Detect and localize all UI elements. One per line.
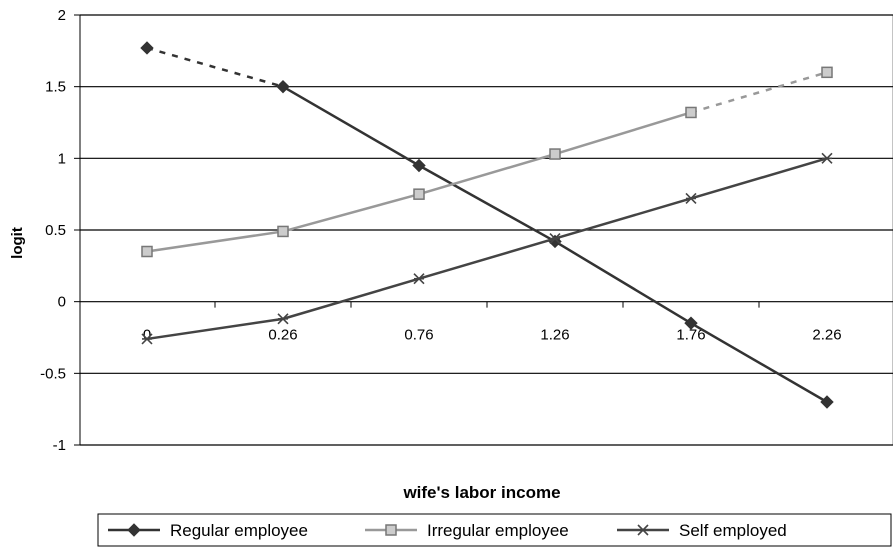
data-point [413,273,425,285]
x-tick-label: 0.76 [404,327,433,344]
series-segment [418,164,556,243]
legend-label: Irregular employee [427,521,569,540]
series-segment [282,85,420,167]
x-tick-label: 1.26 [540,327,569,344]
series-self-employed [141,152,833,345]
data-point [277,313,289,325]
data-point [821,152,833,164]
data-point [277,225,289,238]
series-segment [554,197,692,240]
x-tick-label: 0 [143,327,151,344]
data-point [549,233,561,245]
series-segment [146,230,284,253]
series-layer [140,41,834,409]
data-point [820,395,834,409]
data-point [413,188,425,200]
grid-layer [74,14,893,446]
series-segment [554,111,692,156]
x-tick-label: 0.26 [268,327,297,344]
series-segment [282,277,420,321]
series-segment [554,240,692,325]
legend-item: Self employed [617,521,787,540]
legend-label: Regular employee [170,521,308,540]
legend-box [97,513,892,547]
legend-marker [385,524,397,536]
series-regular-employee [140,41,834,409]
series-segment [146,46,284,88]
x-axis-label: wife's labor income [402,483,560,502]
legend: Regular employee Irregular employee Self e… [97,513,892,547]
data-point [141,245,153,258]
y-axis-label: logit [9,227,26,259]
data-point [549,148,561,160]
legend-marker [127,523,141,537]
data-point [685,106,697,119]
y-tick-labels: 2 1.5 1 0.5 0 -0.5 -1 [40,7,66,454]
legend-items: Regular employee Irregular employee Self e… [108,521,787,540]
y-tick-label: 0 [58,294,66,311]
series-segment [418,237,556,280]
series-segment [146,317,284,341]
y-tick-label: 1 [58,150,66,167]
data-point [141,333,153,345]
legend-label: Self employed [679,521,787,540]
x-tick-label: 2.26 [812,327,841,344]
series-segment [282,192,420,233]
data-point [412,158,426,173]
y-tick-label: 1.5 [45,79,66,96]
series-segment [690,71,828,114]
series-segment [418,152,556,196]
series-segment [690,322,828,404]
y-tick-label: 0.5 [45,222,66,239]
data-point [821,66,833,79]
data-point [276,79,290,94]
y-tick-label: 2 [58,7,66,24]
legend-marker [637,524,649,536]
legend-item: Regular employee [108,521,308,540]
y-tick-label: -0.5 [40,365,66,382]
series-segment [690,157,828,200]
legend-item: Irregular employee [365,521,569,540]
data-point [140,41,154,55]
x-tick-labels: 0 0.26 0.76 1.26 1.76 2.26 [143,327,842,344]
y-tick-label: -1 [53,437,66,454]
data-point [685,192,697,205]
x-tick-label: 1.76 [676,327,705,344]
series-irregular-employee [141,66,833,258]
data-point [684,316,698,330]
